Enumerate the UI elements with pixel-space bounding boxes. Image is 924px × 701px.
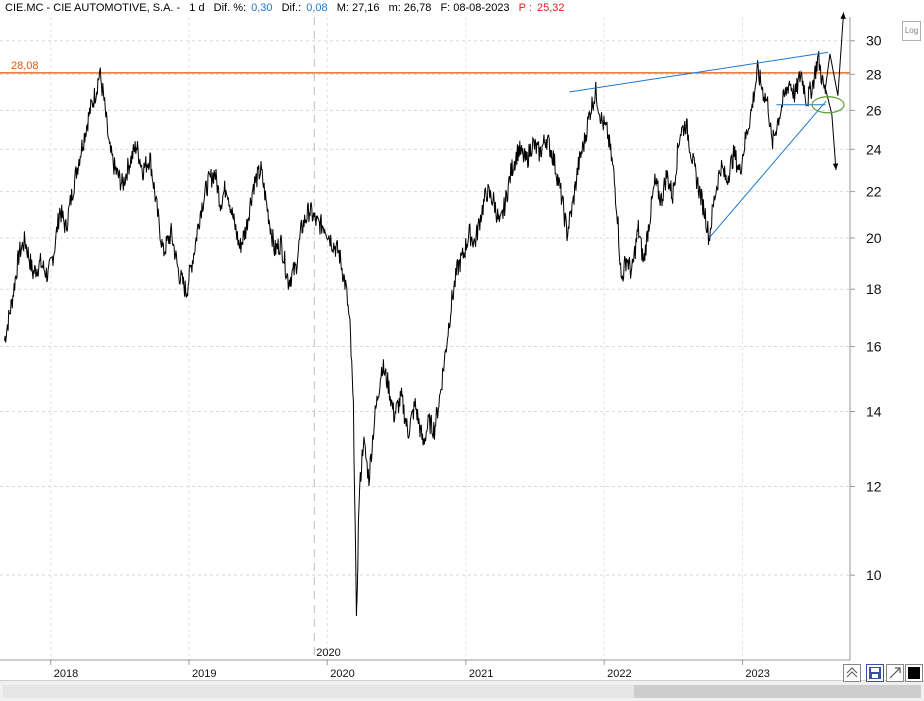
- price-line: [4, 51, 826, 617]
- grid-lines: [0, 17, 850, 660]
- price-series: [4, 51, 826, 617]
- y-tick-label: 22: [866, 184, 882, 200]
- arrow-head: [832, 163, 839, 170]
- max-label: M: 27,16: [336, 2, 380, 14]
- p-label: P :: [518, 2, 532, 14]
- x-tick-label: 2021: [469, 668, 493, 680]
- highlight-ellipse: [811, 96, 845, 114]
- zoom-fit-icon[interactable]: [843, 664, 861, 682]
- y-tick-label: 20: [866, 230, 882, 246]
- trendline: [708, 100, 827, 239]
- log-scale-button[interactable]: Log: [902, 21, 921, 41]
- dif-pct-label: Dif. %:: [213, 2, 247, 14]
- y-tick-label: 10: [866, 567, 882, 583]
- date-label: F: 08-08-2023: [440, 2, 510, 14]
- y-tick-label: 14: [866, 403, 882, 419]
- x-tick-label: 2022: [607, 668, 631, 680]
- year-marker: 2020: [313, 17, 341, 660]
- scrollbar-thumb[interactable]: [634, 685, 921, 698]
- period-label: 1 d: [189, 2, 205, 14]
- p-value: 25,32: [536, 2, 565, 14]
- x-tick-label: 2019: [192, 668, 216, 680]
- y-tick-label: 12: [866, 478, 882, 494]
- y-tick-label: 16: [866, 339, 882, 355]
- x-tick-label: 2020: [330, 668, 354, 680]
- projection-path: [824, 12, 845, 96]
- arrow-head: [840, 12, 846, 20]
- dif-value: 0,08: [306, 2, 328, 14]
- trendlines: [569, 51, 829, 239]
- bottom-toolbar: [0, 680, 924, 701]
- plot-background: [0, 17, 850, 660]
- y-tick-label: 30: [866, 33, 882, 49]
- projection-arrows: [811, 12, 846, 171]
- symbol-title: CIE.MC - CIE AUTOMOTIVE, S.A. -: [5, 2, 181, 14]
- x-tick-label: 2018: [54, 668, 78, 680]
- dif-pct-value: 0,30: [251, 2, 273, 14]
- resistance-label: 28,08: [11, 60, 39, 72]
- min-label: m: 26,78: [388, 2, 432, 14]
- y-axis-ticks: 10 12 14 16 18 20 22 24 26 28 30: [850, 33, 882, 583]
- save-icon[interactable]: [866, 664, 884, 682]
- y-tick-label: 26: [866, 102, 882, 118]
- resistance-line: 28,08: [0, 60, 850, 74]
- x-tick-label: 2023: [745, 668, 769, 680]
- trendline: [569, 51, 829, 93]
- expand-icon[interactable]: [886, 664, 904, 682]
- y-tick-label: 28: [866, 66, 882, 82]
- y-tick-label: 18: [866, 281, 882, 297]
- x-axis-ticks: 2018 2019 2020 2021 2022 2023: [50, 660, 770, 680]
- y-tick-label: 24: [866, 141, 882, 157]
- marker-label: 2020: [316, 647, 340, 659]
- black-square-icon[interactable]: [905, 664, 923, 682]
- chart-header: CIE.MC - CIE AUTOMOTIVE, S.A. - 1 d Dif.…: [0, 0, 835, 17]
- dif-label: Dif.:: [281, 2, 302, 14]
